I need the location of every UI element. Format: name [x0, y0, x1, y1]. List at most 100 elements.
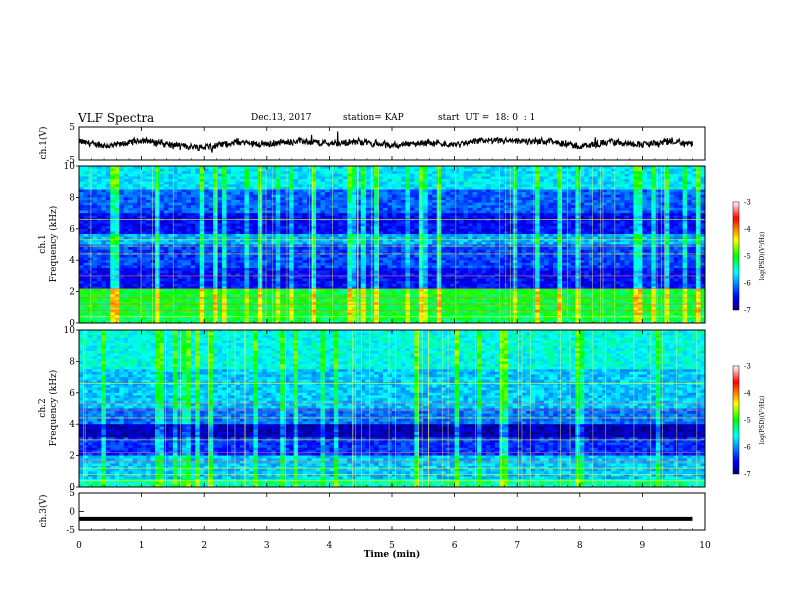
- spectrogram-cell: [646, 239, 652, 243]
- spectrogram-cell: [454, 239, 460, 243]
- spectrogram-cell: [235, 226, 241, 230]
- spectrogram-cell: [414, 218, 420, 222]
- spectrogram-cell: [347, 215, 353, 219]
- spectrogram-cell: [593, 207, 598, 211]
- spectrogram-cell: [660, 236, 666, 240]
- spectrogram-cell: [262, 171, 268, 175]
- spectrogram-cell: [190, 176, 196, 180]
- spectrogram-cell: [678, 171, 683, 175]
- spectrogram-cell: [302, 179, 308, 182]
- spectrogram-cell: [311, 226, 317, 230]
- spectrogram-cell: [92, 218, 98, 222]
- spectrogram-cell: [628, 171, 634, 175]
- spectrogram-cell: [333, 179, 339, 182]
- spectrogram-cell: [552, 220, 558, 224]
- spectrogram-cell: [181, 249, 187, 253]
- spectrogram-cell: [517, 173, 522, 177]
- spectrogram-cell: [700, 231, 706, 235]
- spectrogram-cell: [561, 171, 567, 175]
- spectrogram-cell: [530, 194, 536, 198]
- spectrogram-cell: [347, 239, 353, 243]
- spectrogram-cell: [490, 166, 496, 169]
- spectrogram-cell: [427, 179, 433, 182]
- spectrogram-cell: [566, 166, 572, 169]
- spectrogram-cell: [392, 247, 397, 251]
- spectrogram-cell: [262, 213, 268, 217]
- spectrogram-cell: [620, 226, 625, 230]
- spectrogram-cell: [342, 220, 348, 224]
- spectrogram-cell: [392, 210, 397, 214]
- spectrogram-cell: [271, 210, 277, 214]
- spectrogram-cell: [602, 236, 607, 240]
- spectrogram-cell: [392, 223, 397, 227]
- spectrogram-cell: [105, 220, 111, 224]
- spectrogram-cell: [687, 215, 692, 219]
- spectrogram-cell: [660, 181, 666, 185]
- spectrogram-cell: [96, 223, 102, 227]
- spectrogram-cell: [92, 220, 98, 224]
- spectrogram-cell: [490, 213, 496, 217]
- spectrogram-cell: [552, 210, 558, 214]
- spectrogram-cell: [105, 197, 111, 201]
- spectrogram-cell: [163, 200, 169, 203]
- spectrogram-cell: [110, 249, 116, 253]
- spectrogram-cell: [315, 166, 321, 169]
- spectrogram-cell: [302, 207, 308, 211]
- spectrogram-cell: [459, 226, 464, 230]
- spectrogram-cell: [669, 186, 674, 190]
- spectrogram-cell: [266, 176, 272, 180]
- spectrogram-cell: [239, 173, 245, 177]
- spectrogram-cell: [682, 249, 688, 253]
- spectrogram-cell: [213, 228, 218, 232]
- spectrogram-cell: [177, 171, 183, 175]
- spectrogram-cell: [262, 200, 268, 203]
- spectrogram-cell: [266, 186, 272, 190]
- spectrogram-cell: [570, 205, 576, 209]
- spectrogram-cell: [195, 202, 201, 206]
- spectrogram-cell: [302, 247, 308, 251]
- spectrogram-cell: [289, 194, 294, 198]
- spectrogram-cell: [92, 173, 98, 177]
- spectrogram-cell: [548, 200, 554, 203]
- spectrogram-cell: [266, 249, 272, 253]
- spectrogram-cell: [678, 247, 683, 251]
- spectrogram-cell: [620, 207, 625, 211]
- spectrogram-cell: [387, 220, 393, 224]
- spectrogram-cell: [628, 192, 634, 196]
- spectrogram-cell: [544, 197, 549, 201]
- spectrogram-cell: [615, 254, 621, 258]
- spectrogram-cell: [414, 197, 420, 201]
- spectrogram-cell: [526, 192, 531, 196]
- spectrogram-cell: [530, 168, 536, 172]
- spectrogram-cell: [231, 179, 236, 182]
- spectrogram-cell: [521, 181, 527, 185]
- spectrogram-cell: [535, 176, 540, 180]
- spectrogram-cell: [660, 213, 666, 217]
- spectrogram-cell: [673, 241, 679, 245]
- spectrogram-cell: [231, 186, 236, 190]
- spectrogram-cell: [177, 213, 183, 217]
- spectrogram-cell: [177, 249, 183, 253]
- spectrogram-cell: [262, 234, 268, 237]
- spectrogram-cell: [696, 179, 701, 182]
- spectrogram-cell: [190, 218, 196, 222]
- spectrogram-cell: [146, 186, 151, 190]
- spectrogram-cell: [302, 166, 308, 169]
- spectrogram-cell: [324, 192, 330, 196]
- spectrogram-cell: [83, 215, 89, 219]
- spectrogram-cell: [423, 247, 429, 251]
- spectrogram-cell: [92, 205, 98, 209]
- spectrogram-cell: [324, 171, 330, 175]
- spectrogram-cell: [687, 176, 692, 180]
- spectrogram-cell: [96, 184, 102, 188]
- spectrogram-cell: [561, 215, 567, 219]
- spectrogram-cell: [356, 176, 361, 180]
- spectrogram-cell: [235, 213, 241, 217]
- spectrogram-cell: [526, 223, 531, 227]
- spectrogram-cell: [400, 210, 406, 214]
- spectrogram-cell: [490, 194, 496, 198]
- spectrogram-cell: [146, 194, 151, 198]
- spectrogram-cell: [253, 168, 259, 172]
- spectrogram-cell: [405, 215, 411, 219]
- spectrogram-cell: [682, 171, 688, 175]
